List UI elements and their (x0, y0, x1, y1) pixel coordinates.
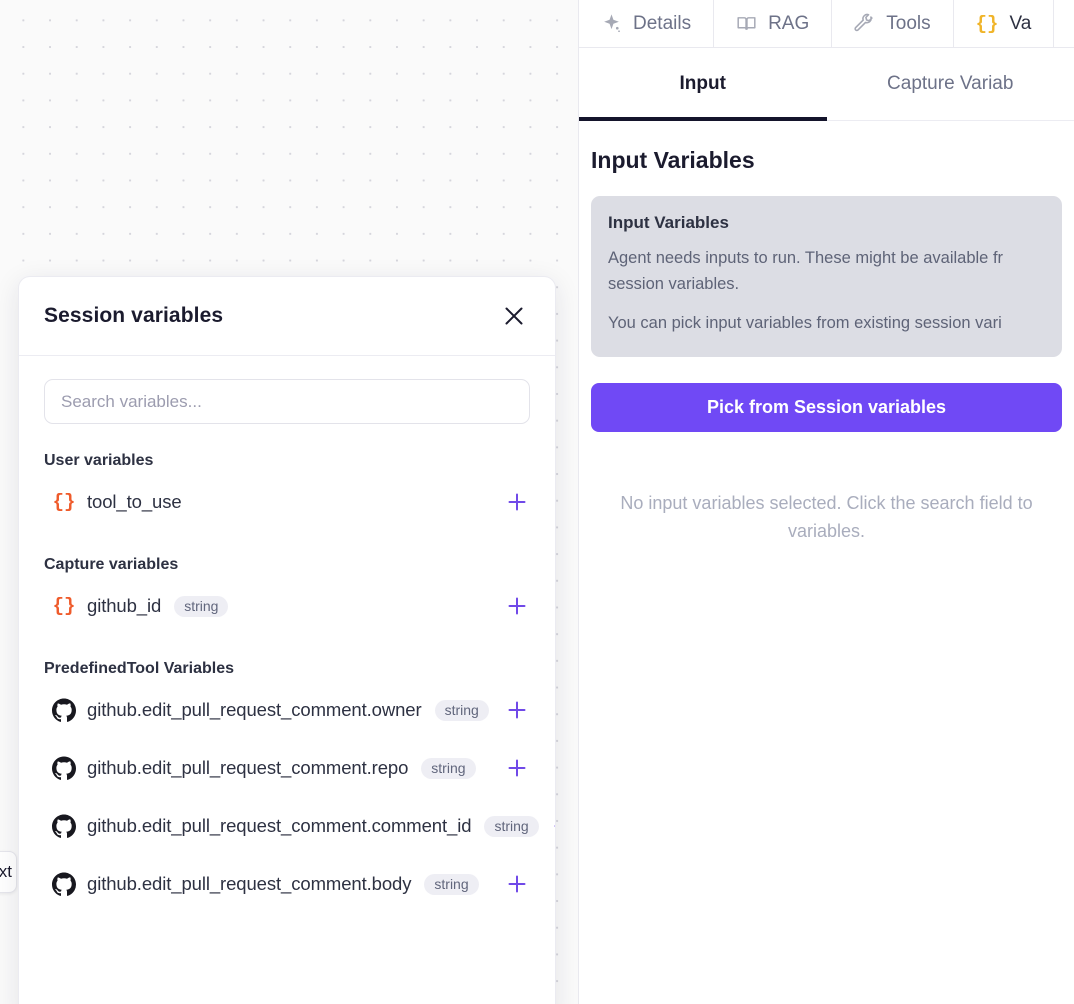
braces-icon: {} (975, 12, 999, 35)
dialog-scrollbar[interactable] (547, 436, 553, 1004)
variable-row-repo[interactable]: github.edit_pull_request_comment.repo st… (19, 742, 555, 794)
variable-row-body[interactable]: github.edit_pull_request_comment.body st… (19, 858, 555, 910)
variable-name: github_id (87, 595, 162, 616)
tab-variables[interactable]: {} Va (953, 0, 1055, 47)
search-variables-input[interactable] (44, 379, 530, 424)
group-title-user-variables: User variables (44, 452, 154, 469)
tab-rag[interactable]: RAG (714, 0, 833, 47)
group-title-predefinedtool-variables: PredefinedTool Variables (44, 660, 234, 677)
subtab-input-label: Input (679, 73, 726, 94)
variable-type-badge: string (174, 595, 229, 617)
info-callout: Input Variables Agent needs inputs to ru… (591, 196, 1062, 357)
plus-icon[interactable] (504, 489, 530, 515)
dialog-scrollbar-thumb[interactable] (547, 436, 553, 666)
github-icon (52, 698, 76, 722)
session-variables-dialog: Session variables User variables {} tool… (18, 276, 556, 1004)
variable-name: tool_to_use (87, 491, 182, 512)
group-title-capture-variables: Capture variables (44, 556, 179, 573)
github-icon (52, 756, 76, 780)
canvas-node-partial[interactable]: ext (0, 851, 17, 893)
variable-row-github-id[interactable]: {} github_id string (19, 580, 555, 632)
variable-type-badge: string (484, 815, 539, 837)
panel-tabbar: Details RAG Tools {} Va (579, 0, 1074, 48)
variable-name: github.edit_pull_request_comment.repo (87, 757, 409, 778)
variable-type-badge: string (421, 757, 476, 779)
tab-tools[interactable]: Tools (832, 0, 954, 47)
search-field-wrap (19, 379, 555, 424)
github-icon (52, 814, 76, 838)
dialog-header: Session variables (19, 277, 555, 356)
braces-icon: {} (52, 594, 76, 617)
info-callout-paragraph-2: You can pick input variables from existi… (608, 314, 1002, 333)
variable-name: github.edit_pull_request_comment.body (87, 873, 412, 894)
close-icon[interactable] (498, 300, 530, 332)
wrench-icon (854, 13, 875, 34)
info-callout-paragraph-1: Agent needs inputs to run. These might b… (608, 249, 1004, 293)
sparkle-icon (601, 13, 622, 34)
plus-icon[interactable] (504, 697, 530, 723)
tab-rag-label: RAG (768, 12, 810, 34)
variable-name: github.edit_pull_request_comment.comment… (87, 815, 472, 836)
variable-type-badge: string (424, 873, 479, 895)
variable-type-badge: string (434, 699, 489, 721)
variable-name: github.edit_pull_request_comment.owner (87, 699, 422, 720)
page-title: Input Variables (591, 147, 755, 173)
tab-variables-label: Va (1009, 12, 1032, 34)
variable-row-comment-id[interactable]: github.edit_pull_request_comment.comment… (19, 800, 555, 852)
variable-row-tool-to-use[interactable]: {} tool_to_use (19, 476, 555, 528)
braces-icon: {} (52, 490, 76, 513)
subtab-input[interactable]: Input (579, 48, 827, 121)
canvas-node-label: ext (0, 862, 12, 881)
tab-details-label: Details (633, 12, 692, 34)
empty-state-message: No input variables selected. Click the s… (620, 492, 1033, 541)
properties-panel: Details RAG Tools {} Va Input (578, 0, 1074, 1004)
plus-icon[interactable] (504, 755, 530, 781)
book-icon (736, 13, 757, 34)
info-callout-title: Input Variables (608, 213, 729, 232)
tab-tools-label: Tools (886, 12, 931, 34)
plus-icon[interactable] (504, 593, 530, 619)
variables-subtabbar: Input Capture Variab (579, 48, 1074, 121)
subtab-capture-variables[interactable]: Capture Variab (827, 48, 1074, 120)
subtab-capture-label: Capture Variab (887, 73, 1014, 94)
plus-icon[interactable] (504, 871, 530, 897)
dialog-scroll-area[interactable]: User variables {} tool_to_use Capture va… (19, 356, 555, 1004)
github-icon (52, 872, 76, 896)
variable-row-owner[interactable]: github.edit_pull_request_comment.owner s… (19, 684, 555, 736)
dialog-title: Session variables (44, 304, 224, 327)
dialog-body: User variables {} tool_to_use Capture va… (19, 356, 555, 1004)
pick-from-session-variables-button[interactable]: Pick from Session variables (591, 382, 1062, 432)
input-variables-section: Input Variables Input Variables Agent ne… (579, 121, 1074, 545)
tab-details[interactable]: Details (579, 0, 715, 47)
